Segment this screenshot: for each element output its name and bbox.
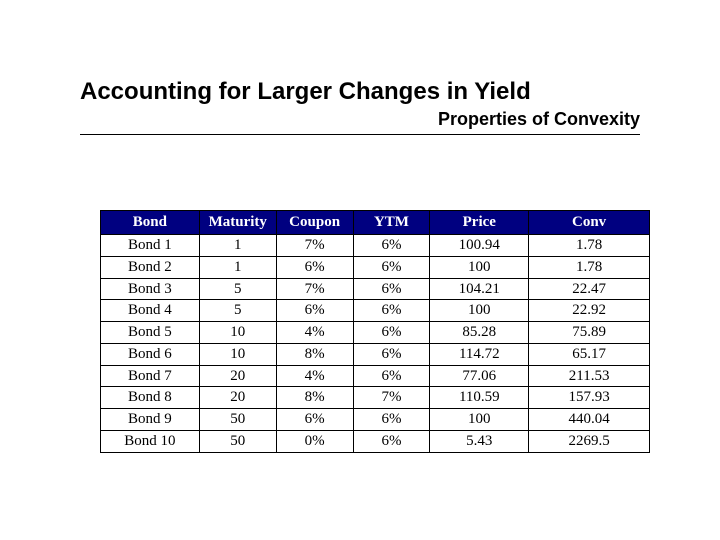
- table-row: Bond 10 50 0% 6% 5.43 2269.5: [101, 430, 650, 452]
- cell-mat: 5: [199, 300, 276, 322]
- cell-conv: 22.47: [529, 278, 650, 300]
- table-row: Bond 6 10 8% 6% 114.72 65.17: [101, 343, 650, 365]
- cell-bond: Bond 8: [101, 387, 200, 409]
- col-coupon: Coupon: [276, 211, 353, 235]
- slide: Accounting for Larger Changes in Yield P…: [0, 0, 720, 540]
- table-row: Bond 9 50 6% 6% 100 440.04: [101, 409, 650, 431]
- cell-bond: Bond 5: [101, 322, 200, 344]
- title-block: Accounting for Larger Changes in Yield P…: [80, 78, 640, 135]
- convexity-table-wrap: Bond Maturity Coupon YTM Price Conv Bond…: [100, 210, 650, 453]
- cell-price: 77.06: [430, 365, 529, 387]
- cell-mat: 50: [199, 409, 276, 431]
- col-conv: Conv: [529, 211, 650, 235]
- cell-mat: 20: [199, 387, 276, 409]
- cell-conv: 2269.5: [529, 430, 650, 452]
- page-subtitle: Properties of Convexity: [80, 109, 640, 130]
- cell-price: 85.28: [430, 322, 529, 344]
- cell-bond: Bond 6: [101, 343, 200, 365]
- cell-bond: Bond 10: [101, 430, 200, 452]
- col-ytm: YTM: [353, 211, 430, 235]
- cell-mat: 5: [199, 278, 276, 300]
- page-title: Accounting for Larger Changes in Yield: [80, 78, 640, 107]
- cell-price: 100.94: [430, 235, 529, 257]
- cell-conv: 1.78: [529, 256, 650, 278]
- cell-price: 100: [430, 300, 529, 322]
- col-price: Price: [430, 211, 529, 235]
- cell-coup: 4%: [276, 322, 353, 344]
- table-row: Bond 1 1 7% 6% 100.94 1.78: [101, 235, 650, 257]
- cell-bond: Bond 4: [101, 300, 200, 322]
- cell-coup: 4%: [276, 365, 353, 387]
- cell-ytm: 6%: [353, 235, 430, 257]
- cell-ytm: 6%: [353, 300, 430, 322]
- title-rule: [80, 134, 640, 135]
- cell-coup: 8%: [276, 343, 353, 365]
- cell-conv: 440.04: [529, 409, 650, 431]
- cell-mat: 20: [199, 365, 276, 387]
- cell-conv: 22.92: [529, 300, 650, 322]
- cell-coup: 6%: [276, 409, 353, 431]
- cell-price: 110.59: [430, 387, 529, 409]
- cell-price: 104.21: [430, 278, 529, 300]
- cell-price: 114.72: [430, 343, 529, 365]
- table-row: Bond 7 20 4% 6% 77.06 211.53: [101, 365, 650, 387]
- col-bond: Bond: [101, 211, 200, 235]
- cell-ytm: 7%: [353, 387, 430, 409]
- cell-ytm: 6%: [353, 256, 430, 278]
- table-row: Bond 8 20 8% 7% 110.59 157.93: [101, 387, 650, 409]
- cell-coup: 6%: [276, 300, 353, 322]
- cell-conv: 211.53: [529, 365, 650, 387]
- cell-conv: 1.78: [529, 235, 650, 257]
- table-row: Bond 3 5 7% 6% 104.21 22.47: [101, 278, 650, 300]
- cell-mat: 1: [199, 235, 276, 257]
- cell-price: 100: [430, 256, 529, 278]
- cell-conv: 157.93: [529, 387, 650, 409]
- table-row: Bond 5 10 4% 6% 85.28 75.89: [101, 322, 650, 344]
- cell-mat: 10: [199, 343, 276, 365]
- cell-bond: Bond 3: [101, 278, 200, 300]
- cell-ytm: 6%: [353, 409, 430, 431]
- table-row: Bond 2 1 6% 6% 100 1.78: [101, 256, 650, 278]
- cell-ytm: 6%: [353, 343, 430, 365]
- cell-ytm: 6%: [353, 322, 430, 344]
- cell-bond: Bond 1: [101, 235, 200, 257]
- cell-coup: 7%: [276, 278, 353, 300]
- cell-ytm: 6%: [353, 278, 430, 300]
- cell-bond: Bond 7: [101, 365, 200, 387]
- cell-ytm: 6%: [353, 365, 430, 387]
- convexity-table: Bond Maturity Coupon YTM Price Conv Bond…: [100, 210, 650, 453]
- cell-conv: 75.89: [529, 322, 650, 344]
- cell-bond: Bond 2: [101, 256, 200, 278]
- cell-coup: 6%: [276, 256, 353, 278]
- cell-price: 5.43: [430, 430, 529, 452]
- cell-mat: 10: [199, 322, 276, 344]
- col-maturity: Maturity: [199, 211, 276, 235]
- cell-bond: Bond 9: [101, 409, 200, 431]
- cell-conv: 65.17: [529, 343, 650, 365]
- cell-mat: 1: [199, 256, 276, 278]
- cell-mat: 50: [199, 430, 276, 452]
- table-header-row: Bond Maturity Coupon YTM Price Conv: [101, 211, 650, 235]
- cell-coup: 0%: [276, 430, 353, 452]
- cell-coup: 8%: [276, 387, 353, 409]
- cell-coup: 7%: [276, 235, 353, 257]
- cell-ytm: 6%: [353, 430, 430, 452]
- table-row: Bond 4 5 6% 6% 100 22.92: [101, 300, 650, 322]
- cell-price: 100: [430, 409, 529, 431]
